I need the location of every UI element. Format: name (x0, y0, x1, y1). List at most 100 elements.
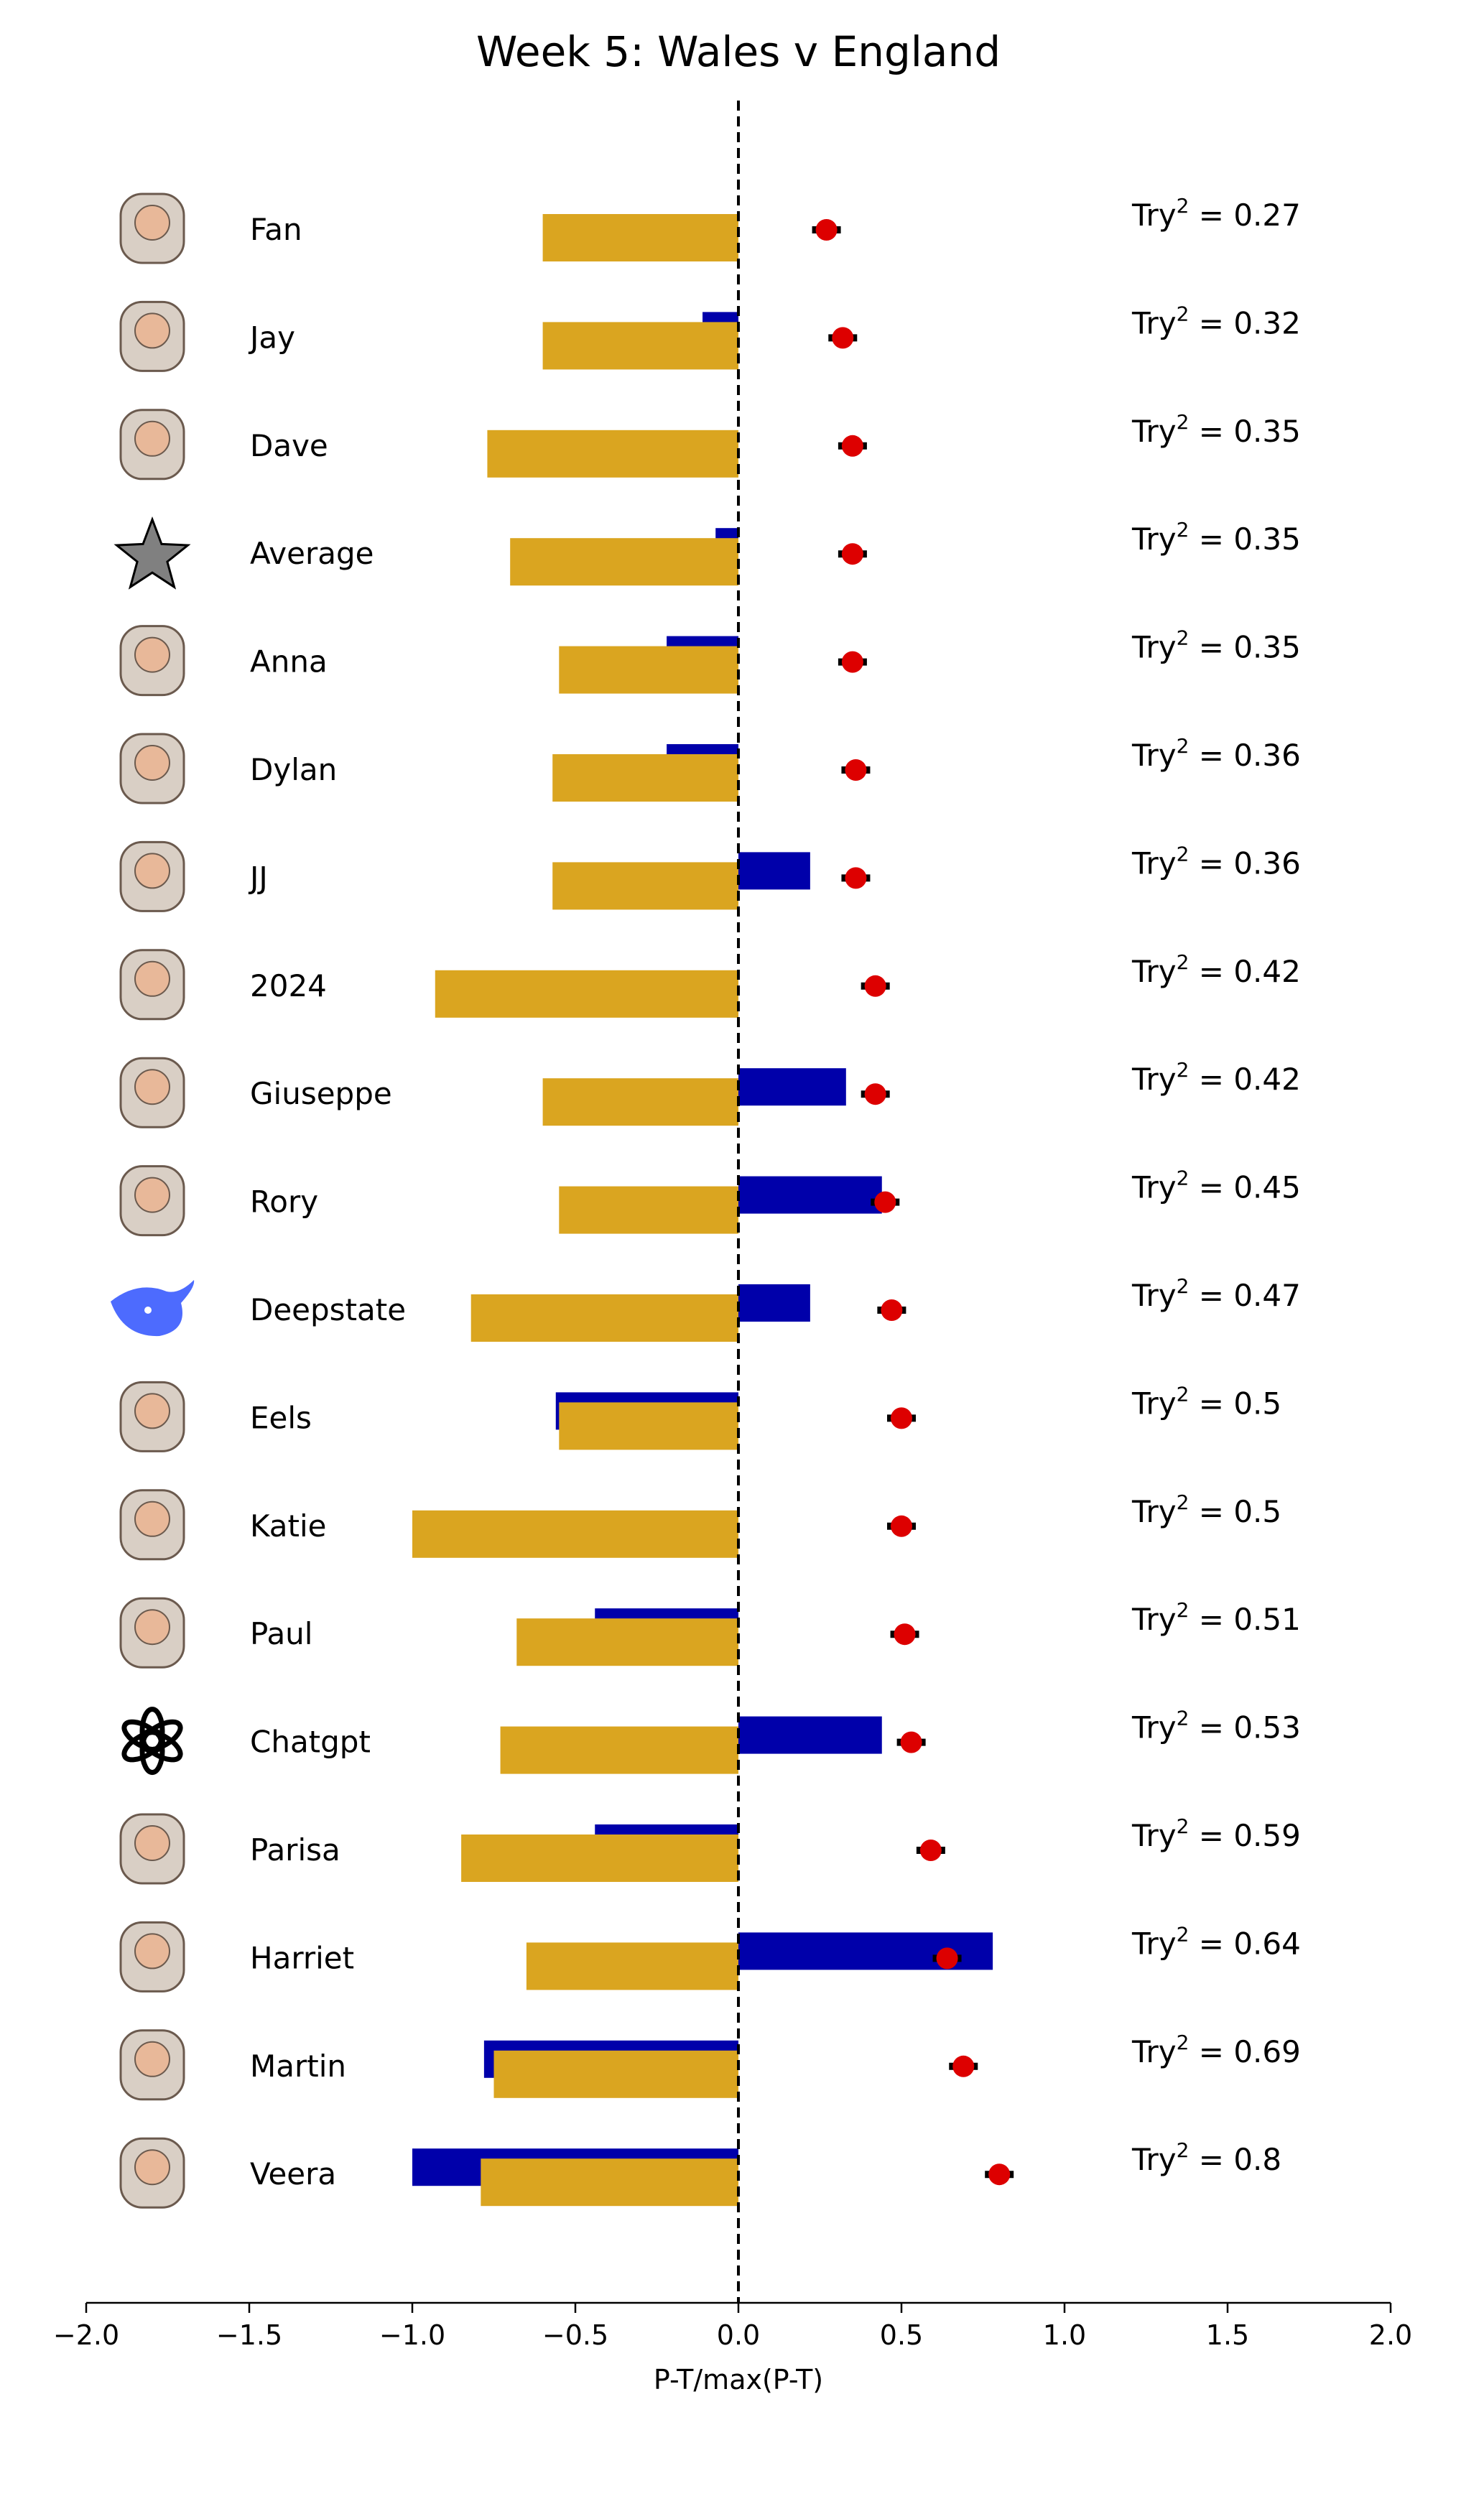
data-point (881, 1299, 903, 1321)
score-label: Try2 = 0.69 (1131, 2031, 1301, 2069)
gold-bar (559, 646, 738, 694)
gold-bar (510, 538, 738, 586)
row-name-label: Giuseppe (250, 1076, 392, 1111)
row-name-label: Deepstate (250, 1292, 406, 1327)
x-tick-label: 0.0 (717, 2319, 760, 2351)
gold-bar (412, 1510, 738, 1558)
data-point (894, 1623, 916, 1646)
gold-bar (559, 1186, 738, 1234)
gold-bar (493, 2050, 738, 2098)
truck-icon (119, 1165, 185, 1237)
row-name-label: Parisa (250, 1832, 340, 1868)
data-point (874, 1191, 896, 1213)
data-point (841, 543, 863, 565)
row-name-label: Dave (250, 428, 328, 463)
data-point (832, 327, 854, 349)
gold-bar (500, 1726, 738, 1774)
score-label: Try2 = 0.5 (1131, 1490, 1281, 1529)
microwave-icon (119, 409, 185, 481)
data-point (845, 759, 867, 781)
score-label: Try2 = 0.36 (1131, 734, 1301, 773)
score-label: Try2 = 0.53 (1131, 1707, 1301, 1745)
data-point (891, 1407, 912, 1429)
astronaut-portrait-icon (119, 193, 185, 264)
x-tick-label: −2.0 (53, 2319, 119, 2351)
row-labels-layer: Fan Try2 = 0.27 Jay Try2 = 0.32 Dave Try2 = 0… (111, 193, 1301, 2209)
row-name-label: Rory (250, 1184, 318, 1220)
blue-bar (738, 1068, 846, 1106)
chart-title: Week 5: Wales v England (476, 27, 1001, 76)
score-label: Try2 = 0.42 (1131, 1058, 1301, 1097)
potato-head-icon (119, 733, 185, 804)
score-label: Try2 = 0.5 (1131, 1382, 1281, 1421)
score-label: Try2 = 0.45 (1131, 1166, 1301, 1205)
gold-bar (461, 1835, 738, 1882)
x-tick-label: −0.5 (542, 2319, 608, 2351)
row-name-label: Martin (250, 2049, 346, 2084)
x-tick-label: −1.0 (379, 2319, 445, 2351)
row-name-label: Chatgpt (250, 1725, 371, 1760)
gold-bar (516, 1618, 738, 1666)
row-name-label: Harriet (250, 1940, 354, 1975)
dog-selfie-icon (119, 840, 185, 912)
data-point (891, 1515, 912, 1537)
row-name-label: Fan (250, 212, 302, 247)
row-name-label: Dylan (250, 752, 337, 787)
row-name-label: Paul (250, 1616, 312, 1651)
x-tick-label: 0.5 (880, 2319, 923, 2351)
x-axis: −2.0 −1.5 −1.0 −0.5 0.0 0.5 1.0 1.5 2.0 (53, 2301, 1412, 2351)
score-label: Try2 = 0.42 (1131, 950, 1301, 989)
gold-bar (526, 1942, 738, 1990)
gold-bar (487, 430, 738, 478)
score-label: Try2 = 0.64 (1131, 1922, 1301, 1961)
data-point (936, 1947, 958, 1970)
gold-bar (435, 970, 738, 1018)
data-point (988, 2163, 1011, 2186)
gold-bar (552, 862, 738, 910)
whale-logo-icon (111, 1280, 195, 1337)
score-label: Try2 = 0.8 (1131, 2138, 1281, 2177)
row-name-label: JJ (248, 860, 268, 895)
blue-bar (738, 1716, 882, 1754)
x-tick-label: −1.5 (216, 2319, 282, 2351)
x-tick-label: 1.5 (1206, 2319, 1249, 2351)
data-point (864, 1083, 886, 1105)
data-point (952, 2055, 975, 2077)
bearded-man-icon (119, 1057, 185, 1128)
gold-bar (481, 2158, 738, 2207)
row-name-label: Average (250, 536, 374, 571)
data-point (841, 651, 863, 673)
score-label: Try2 = 0.47 (1131, 1274, 1301, 1313)
row-name-label: Eels (250, 1400, 312, 1435)
row-name-label: Katie (250, 1508, 327, 1544)
gold-bar (542, 322, 738, 370)
score-label: Try2 = 0.35 (1131, 518, 1301, 557)
computer-tower-icon (119, 2137, 185, 2209)
gold-bar (552, 754, 738, 802)
score-label: Try2 = 0.35 (1131, 410, 1301, 449)
gold-bar (559, 1402, 738, 1450)
row-name-label: Anna (250, 644, 328, 679)
data-point (841, 435, 863, 457)
blue-bar (738, 1284, 810, 1322)
bars-layer (412, 214, 993, 2207)
score-label: Try2 = 0.36 (1131, 842, 1301, 881)
row-name-label: 2024 (250, 968, 327, 1003)
data-point (900, 1731, 922, 1753)
dinosaur-icon (119, 1813, 185, 1885)
score-label: Try2 = 0.59 (1131, 1814, 1301, 1853)
rugby-ball-2024-icon (119, 949, 185, 1021)
fire-extinguisher-icon (119, 1597, 185, 1669)
woman-portrait-icon (119, 1921, 185, 1993)
gold-bar (542, 1078, 738, 1126)
x-tick-label: 2.0 (1369, 2319, 1412, 2351)
gold-bar (542, 214, 738, 261)
blue-bar (738, 1176, 882, 1214)
data-point (919, 1840, 942, 1861)
blue-bar (738, 852, 810, 890)
star-icon (113, 516, 191, 590)
baby-face-icon (119, 300, 185, 372)
chatgpt-logo-icon (121, 1707, 183, 1776)
x-axis-label: P-T/max(P-T) (654, 2364, 823, 2395)
